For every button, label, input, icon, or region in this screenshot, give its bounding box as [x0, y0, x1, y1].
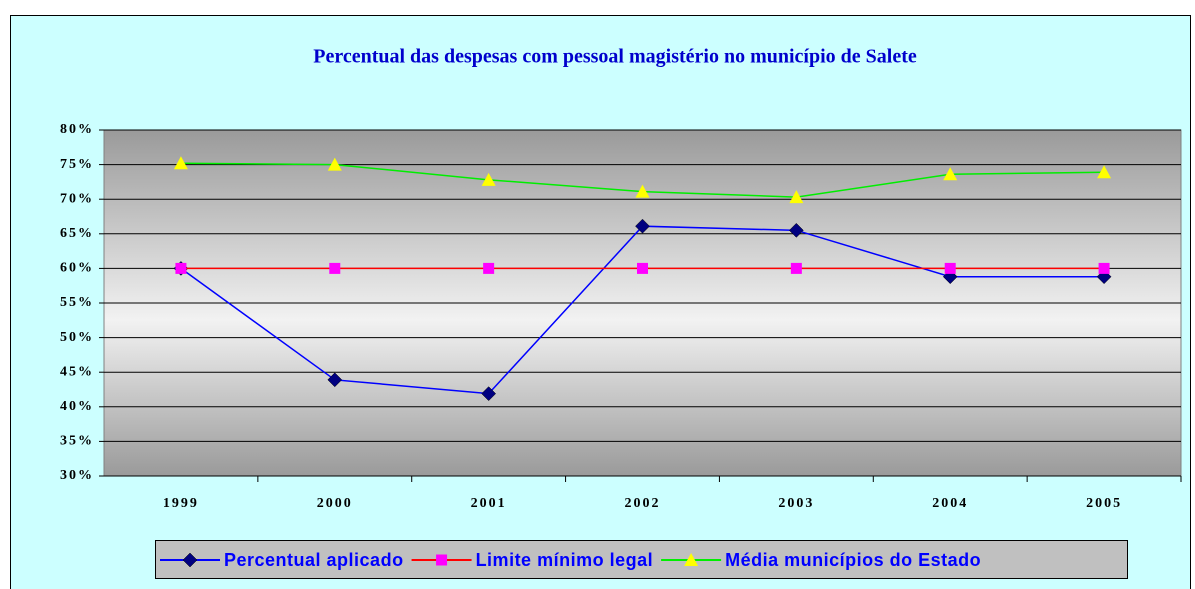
chart-title: Percentual das despesas com pessoal magi… [313, 46, 917, 68]
data-point [481, 172, 496, 186]
data-point [1098, 262, 1110, 274]
data-point [481, 386, 496, 402]
data-point [635, 184, 650, 198]
data-point [789, 190, 804, 204]
data-point [789, 222, 804, 238]
data-point [327, 372, 343, 388]
x-tick-label: 2001 [471, 496, 507, 511]
x-tick-label: 2002 [625, 496, 661, 511]
legend-marker [182, 552, 198, 568]
y-tick-label: 40% [60, 399, 94, 414]
y-tick-label: 35% [60, 434, 94, 449]
data-point [483, 262, 495, 274]
legend-marker [684, 553, 699, 566]
legend-marker [436, 554, 448, 566]
y-tick-label: 45% [60, 364, 94, 379]
legend-label: Percentual aplicado [224, 550, 404, 570]
legend-box [155, 540, 1128, 579]
legend-label: Limite mínimo legal [476, 550, 654, 570]
x-tick-label: 2005 [1086, 496, 1122, 511]
x-tick-label: 1999 [163, 496, 199, 511]
data-point [943, 167, 958, 181]
y-tick-label: 30% [60, 468, 94, 483]
x-tick-label: 2003 [778, 496, 814, 511]
y-tick-label: 80% [60, 122, 94, 137]
y-tick-label: 55% [60, 295, 94, 310]
data-point [329, 262, 341, 274]
y-tick-label: 65% [60, 226, 94, 241]
legend-label: Média municípios do Estado [725, 550, 981, 570]
data-point [175, 262, 187, 274]
x-tick-label: 2004 [932, 496, 968, 511]
y-tick-label: 75% [60, 157, 94, 172]
data-point [635, 218, 650, 234]
y-tick-label: 50% [60, 330, 94, 345]
data-point [173, 156, 188, 170]
data-point [327, 157, 342, 171]
data-point [1097, 165, 1112, 179]
x-tick-label: 2000 [317, 496, 353, 511]
y-tick-label: 60% [60, 261, 94, 276]
data-point [637, 262, 648, 274]
data-point [790, 262, 802, 274]
data-point [944, 262, 956, 274]
y-tick-label: 70% [60, 191, 94, 206]
